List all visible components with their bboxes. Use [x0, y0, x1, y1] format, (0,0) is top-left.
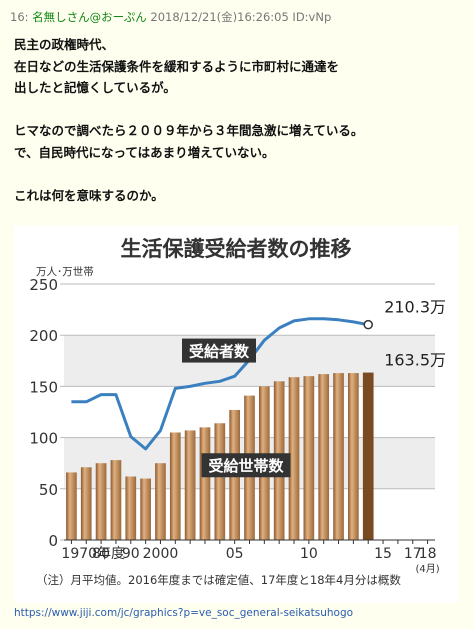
post-line: ヒマなので調べたら２００９年から３年間急激に増えている。 [14, 123, 364, 139]
post-line: で、自民時代になってはあまり増えていない。 [14, 144, 275, 160]
bar [95, 463, 107, 540]
line-endpoint [363, 319, 373, 330]
bar [80, 467, 92, 540]
line-series-label: 受給者数 [189, 343, 250, 361]
recipients-line [71, 317, 369, 451]
bar [155, 463, 166, 540]
bar-series-label: 受給世帯数 [208, 457, 284, 475]
x-tick-label: 05 [226, 546, 244, 562]
line-series-label-box [182, 338, 256, 363]
bar [333, 373, 344, 540]
bar [214, 423, 226, 540]
bar [125, 476, 137, 540]
y-tick-label: 150 [29, 378, 58, 396]
x-tick-label: 18 [419, 546, 437, 562]
blank-line [14, 164, 464, 186]
x-tick-label: 17 [404, 546, 422, 562]
bar-value-label: 163.5万 [384, 351, 446, 370]
bar [288, 377, 300, 540]
x-tick-sub-label: (4月) [415, 563, 439, 575]
bar [348, 373, 359, 540]
line-value-label: 210.3万 [384, 298, 446, 317]
chart-title: 生活保護受給者数の推移 [121, 237, 352, 261]
x-tick-label: 80 [92, 546, 110, 562]
post-datetime: 2018/12/21(金)16:26:05 ID:vNp [150, 10, 332, 24]
bar [199, 427, 211, 540]
bar [169, 432, 181, 540]
x-tick-label: 15 [374, 546, 392, 562]
y-tick-label: 250 [29, 276, 58, 294]
source-link[interactable]: https://www.jiji.com/jc/graphics?p=ve_so… [14, 607, 354, 619]
bar [140, 478, 151, 540]
x-tick-label: 1970年度 [61, 546, 125, 562]
chart-image: 生活保護受給者数の推移万人･万世帯 250 200 150 100 50 0 210.3万 16… [14, 226, 458, 603]
bar [110, 460, 122, 540]
bar [303, 376, 315, 540]
post-line: 在日などの生活保護条件を緩和するように市町村に通達を [14, 58, 340, 74]
y-tick-label: 50 [39, 481, 58, 499]
post-line: 民主の政権時代、 [14, 37, 115, 52]
bar [184, 430, 196, 540]
poster-name[interactable]: 名無しさん@おーぷん [32, 10, 147, 24]
post-line: これは何を意味するのか。 [14, 188, 164, 204]
bar [318, 374, 330, 540]
blank-line [14, 99, 464, 121]
y-unit-label: 万人･万世帯 [36, 265, 94, 278]
bar [362, 372, 374, 540]
x-tick-label: 2000 [143, 546, 179, 562]
x-tick-label: 90 [122, 546, 140, 562]
bar [66, 472, 77, 540]
post-line: 出したと記憶くしているが。 [14, 80, 176, 96]
post-number: 16: [10, 10, 29, 24]
x-tick-label: 10 [300, 546, 318, 562]
y-tick-label: 100 [29, 430, 58, 448]
post-body: 民主の政権時代、 在日などの生活保護条件を緩和するように市町村に通達を 出したと… [14, 34, 464, 207]
y-tick-label: 0 [48, 532, 58, 550]
post-header: 16: 名無しさん@おーぷん 2018/12/21(金)16:26:05 ID:… [10, 9, 331, 25]
chart-note: （注）月平均値。2016年度までは確定値、17年度と18年4月分は概数 [36, 573, 401, 587]
bar-series-label-box [201, 453, 291, 478]
y-tick-label: 200 [29, 327, 58, 345]
